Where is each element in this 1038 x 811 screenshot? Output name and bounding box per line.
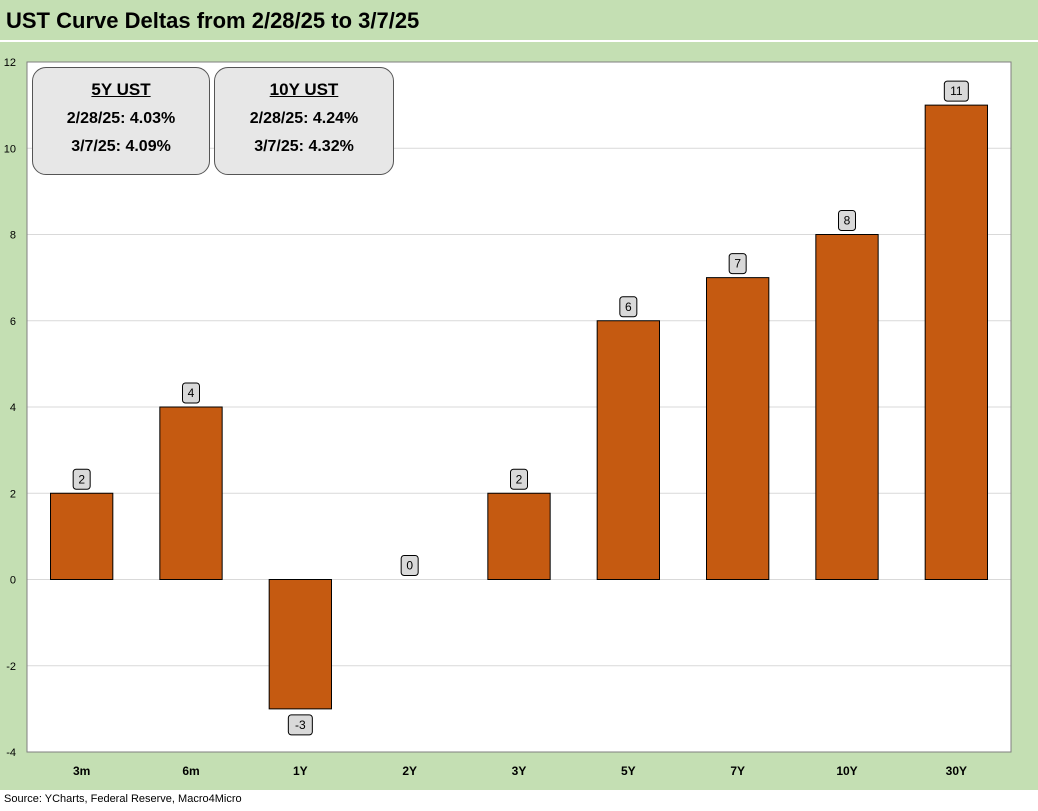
plot-border bbox=[26, 61, 1012, 753]
bar-5Y bbox=[596, 320, 660, 580]
bar-10Y bbox=[815, 234, 879, 580]
data-label-30Y: 11 bbox=[950, 84, 963, 98]
data-label-box-2Y bbox=[400, 555, 419, 576]
data-label-6m: 4 bbox=[188, 386, 195, 400]
data-label-3Y: 2 bbox=[516, 472, 523, 486]
data-label-box-30Y bbox=[943, 80, 969, 102]
bar-1Y bbox=[268, 579, 332, 710]
x-tick-label-30Y: 30Y bbox=[946, 764, 967, 778]
info-box-10y-header: 10Y UST bbox=[269, 80, 339, 99]
x-tick-label-10Y: 10Y bbox=[836, 764, 857, 778]
info-box-5y-line1: 2/28/25: 4.03% bbox=[66, 110, 176, 127]
data-label-1Y: -3 bbox=[295, 718, 306, 732]
title-divider bbox=[0, 40, 1038, 42]
y-tick-label: 8 bbox=[10, 230, 16, 242]
bar-3m bbox=[50, 492, 114, 580]
y-tick-label: 10 bbox=[4, 143, 16, 155]
data-label-box-6m bbox=[182, 382, 200, 404]
y-tick-label: 4 bbox=[10, 402, 16, 414]
y-tick-label: 6 bbox=[10, 316, 16, 328]
y-tick-label: -2 bbox=[6, 661, 16, 673]
data-label-2Y: 0 bbox=[406, 559, 413, 573]
bar-7Y bbox=[706, 277, 770, 580]
info-box-10y-line1: 2/28/25: 4.24% bbox=[249, 110, 359, 127]
data-label-box-1Y bbox=[287, 714, 313, 736]
data-label-3m: 2 bbox=[78, 472, 85, 486]
info-box-10y-line2: 3/7/25: 4.32% bbox=[254, 138, 354, 155]
data-label-10Y: 8 bbox=[844, 214, 851, 228]
y-tick-label: 2 bbox=[10, 488, 16, 500]
bar-chart: -4 -2 0 2 4 6 8 10 12 2 3m 4 6m -3 1Y 0 2Y 2 3Y 6 5Y 7 7Y 8 10Y 1… bbox=[4, 57, 1012, 778]
x-tick-label-5Y: 5Y bbox=[621, 764, 636, 778]
bar-30Y bbox=[924, 104, 988, 580]
y-tick-label: -4 bbox=[6, 747, 16, 759]
info-box-5y-line2: 3/7/25: 4.09% bbox=[71, 138, 171, 155]
source-note: Source: YCharts, Federal Reserve, Macro4… bbox=[4, 793, 242, 805]
data-label-box-3m bbox=[72, 468, 91, 490]
x-tick-label-7Y: 7Y bbox=[730, 764, 745, 778]
y-tick-label: 0 bbox=[10, 575, 16, 587]
x-tick-label-1Y: 1Y bbox=[293, 764, 308, 778]
bar-3Y bbox=[487, 492, 551, 580]
bar-6m bbox=[159, 406, 223, 580]
x-tick-label-3m: 3m bbox=[73, 764, 90, 778]
x-tick-label-6m: 6m bbox=[182, 764, 199, 778]
chart-title: UST Curve Deltas from 2/28/25 to 3/7/25 bbox=[6, 8, 420, 33]
info-box-10y: 10Y UST 2/28/25: 4.24% 3/7/25: 4.32% bbox=[214, 67, 394, 175]
info-box-5y-header: 5Y UST bbox=[91, 80, 151, 99]
data-label-box-5Y bbox=[619, 296, 638, 318]
data-label-7Y: 7 bbox=[734, 257, 741, 271]
data-label-5Y: 6 bbox=[625, 300, 632, 314]
x-tick-label-3Y: 3Y bbox=[512, 764, 527, 778]
info-box-5y: 5Y UST 2/28/25: 4.03% 3/7/25: 4.09% bbox=[32, 67, 210, 175]
y-tick-label: 12 bbox=[4, 57, 16, 69]
x-tick-label-2Y: 2Y bbox=[402, 764, 417, 778]
data-label-box-3Y bbox=[510, 468, 528, 490]
data-label-box-10Y bbox=[838, 210, 856, 231]
data-label-box-7Y bbox=[728, 253, 747, 275]
